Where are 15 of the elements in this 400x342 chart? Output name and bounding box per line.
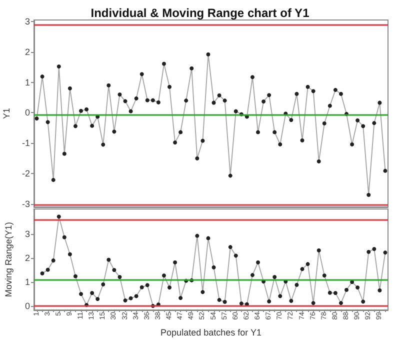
y-tick-label: 2 <box>24 253 30 264</box>
x-axis-title: Populated batches for Y1 <box>160 328 262 338</box>
y-tick-label: -1 <box>22 138 30 148</box>
y-tick-label: 0 <box>24 300 30 311</box>
y-tick-label: 2 <box>24 46 30 57</box>
y-axis-title: Moving Range(Y1) <box>4 222 14 298</box>
y-tick-label: 1 <box>24 77 30 88</box>
y-tick-label: 1 <box>24 277 30 287</box>
y-tick-label: 3 <box>24 229 30 240</box>
y-axis-title: Y1 <box>2 108 12 120</box>
y-tick-label: 0 <box>24 108 30 118</box>
chart-title: Individual & Moving Range chart of Y1 <box>90 6 310 20</box>
y-tick-label: 3 <box>24 16 30 27</box>
y-tick-label: -2 <box>22 168 30 179</box>
y-tick-label: -3 <box>22 198 30 209</box>
